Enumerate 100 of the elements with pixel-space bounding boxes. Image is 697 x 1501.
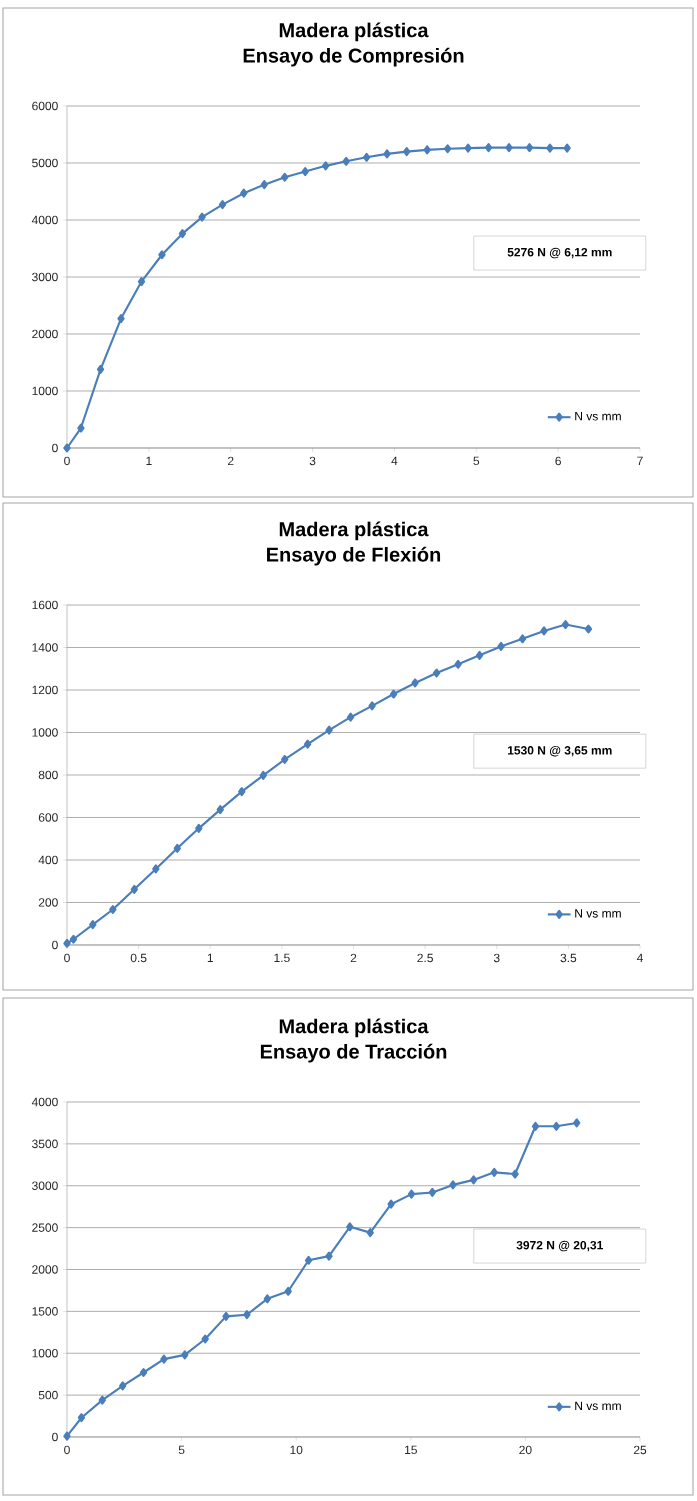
point [346, 712, 355, 722]
y-tick-label: 200 [38, 898, 58, 907]
point [387, 1199, 395, 1209]
x-tick-label: 3 [493, 953, 500, 963]
chart-subtitle: Ensayo de Flexión [267, 546, 441, 566]
point [325, 1251, 333, 1261]
y-tick-label: 800 [38, 770, 58, 780]
y-tick-label: 4000 [31, 215, 58, 225]
point [198, 212, 206, 222]
y-tick-label: 0 [52, 940, 58, 950]
point [119, 1381, 127, 1391]
y-tick-label: 2000 [32, 329, 58, 339]
point [469, 1175, 478, 1185]
x-tick-label: 25 [633, 1445, 647, 1455]
point [484, 143, 493, 153]
x-tick-label: 4 [636, 953, 643, 962]
point [281, 172, 289, 182]
y-tick-label: 3000 [32, 1181, 58, 1190]
x-tick-label: 7 [637, 456, 643, 465]
y-tick-label: 5000 [32, 158, 58, 168]
chart-subtitle: Ensayo de Compresión [243, 47, 464, 67]
annotation: 5276 N @ 6,12 mm [507, 247, 612, 259]
point [263, 1294, 271, 1304]
point [403, 147, 411, 157]
point [322, 161, 330, 171]
x-tick-label: 0 [64, 456, 70, 466]
point [69, 934, 78, 944]
annotation: 3972 N @ 20,31 [516, 1240, 603, 1252]
point [464, 143, 472, 153]
point [139, 1367, 148, 1378]
point [540, 626, 548, 636]
legend-label: N vs mm [575, 1401, 621, 1411]
x-tick-label: 3.5 [560, 953, 577, 963]
point [158, 250, 166, 260]
point [368, 701, 376, 711]
point [260, 180, 268, 190]
point [89, 920, 97, 930]
point [222, 1311, 230, 1321]
y-tick-label: 3500 [32, 1139, 58, 1149]
y-tick-label: 500 [38, 1390, 58, 1400]
y-tick-label: 4000 [31, 1097, 58, 1107]
legend-label: N vs mm [575, 412, 621, 421]
x-tick-label: 4 [391, 456, 398, 465]
point [216, 805, 224, 815]
y-tick-label: 1000 [32, 386, 58, 396]
point [497, 641, 505, 651]
x-tick-label: 2 [227, 456, 234, 466]
point [284, 1286, 292, 1296]
chart-subtitle: Ensayo de Tracción [260, 1043, 447, 1063]
point [584, 624, 593, 634]
x-tick-label: 5 [473, 456, 480, 466]
x-tick-label: 1 [207, 953, 213, 962]
point [178, 229, 187, 239]
point [505, 143, 513, 153]
point [152, 864, 160, 874]
y-tick-label: 1600 [32, 600, 58, 610]
x-tick-label: 15 [405, 1445, 417, 1455]
x-tick-label: 0.5 [130, 953, 147, 963]
point [443, 144, 452, 154]
point [77, 423, 85, 433]
chart-title: Madera plástica [279, 1018, 429, 1038]
point [243, 1310, 251, 1320]
point [475, 650, 484, 660]
x-tick-label: 5 [178, 1445, 185, 1455]
point [281, 754, 289, 765]
legend-label: N vs mm [575, 909, 621, 918]
x-tick-label: 1.5 [274, 953, 290, 963]
y-tick-label: 400 [38, 855, 58, 865]
y-tick-label: 3000 [32, 272, 58, 282]
point [490, 1167, 498, 1177]
y-tick-label: 1200 [32, 685, 58, 695]
point [63, 938, 71, 948]
point [346, 1222, 354, 1232]
point [389, 689, 398, 699]
point [325, 725, 333, 735]
point [362, 152, 371, 162]
point [383, 149, 391, 159]
point [303, 739, 312, 749]
y-tick-label: 1000 [32, 1348, 58, 1358]
point [109, 904, 117, 915]
x-tick-label: 10 [290, 1445, 303, 1455]
point [428, 1187, 437, 1197]
x-tick-label: 0 [64, 953, 70, 963]
point [160, 1354, 168, 1364]
point [366, 1228, 374, 1238]
point [240, 188, 248, 198]
point [195, 823, 203, 833]
point [573, 1118, 581, 1128]
point [130, 884, 138, 894]
y-tick-label: 6000 [32, 101, 58, 111]
point [432, 668, 441, 678]
x-tick-label: 20 [519, 1445, 532, 1455]
point [218, 200, 227, 210]
point [407, 1189, 416, 1199]
point [181, 1350, 189, 1360]
point [454, 659, 462, 669]
y-tick-label: 2000 [32, 1265, 58, 1274]
point [563, 143, 571, 153]
point [449, 1180, 457, 1190]
chart-title: Madera plástica [279, 521, 429, 541]
